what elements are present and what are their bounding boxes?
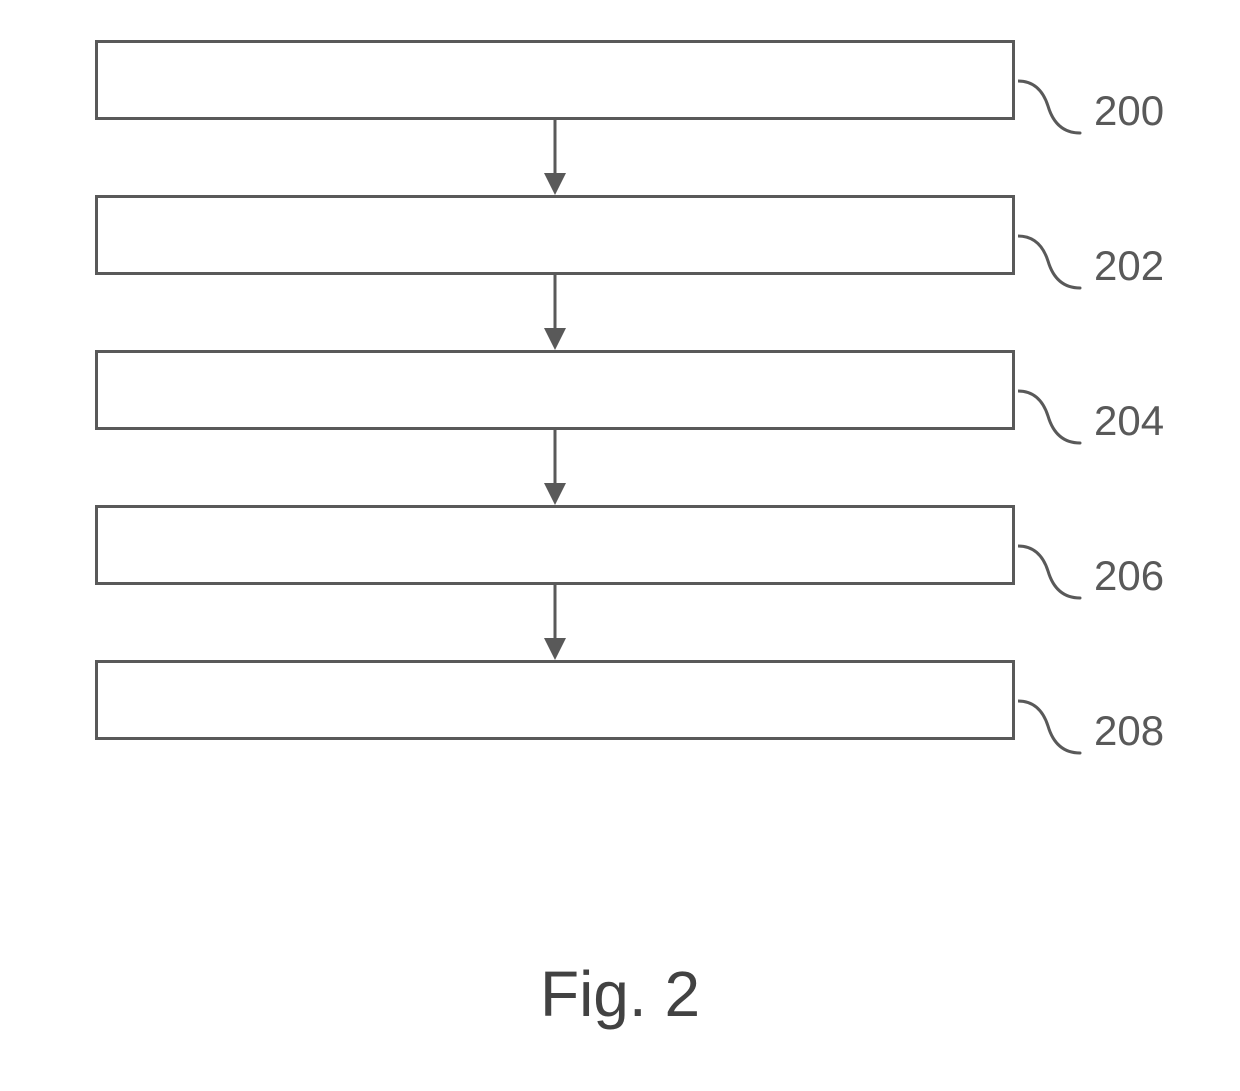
curve-connector-icon: [1018, 536, 1088, 616]
ref-label-wrap-1: 202: [1018, 226, 1218, 306]
arrow-down-icon: [535, 585, 575, 660]
flowchart-container: 200 202 204: [95, 40, 1145, 740]
ref-label-wrap-3: 206: [1018, 536, 1218, 616]
flow-box-1: 202: [95, 195, 1015, 275]
ref-label-4: 208: [1094, 707, 1164, 755]
arrow-3: [95, 585, 1015, 660]
arrow-2: [95, 430, 1015, 505]
flow-box-4: 208: [95, 660, 1015, 740]
curve-connector-icon: [1018, 71, 1088, 151]
arrow-down-icon: [535, 120, 575, 195]
ref-label-wrap-2: 204: [1018, 381, 1218, 461]
curve-connector-icon: [1018, 226, 1088, 306]
flow-box-0: 200: [95, 40, 1015, 120]
ref-label-wrap-4: 208: [1018, 691, 1218, 771]
arrow-0: [95, 120, 1015, 195]
figure-caption: Fig. 2: [0, 957, 1240, 1031]
flow-box-3: 206: [95, 505, 1015, 585]
ref-label-2: 204: [1094, 397, 1164, 445]
arrow-down-icon: [535, 430, 575, 505]
ref-label-3: 206: [1094, 552, 1164, 600]
arrow-1: [95, 275, 1015, 350]
curve-connector-icon: [1018, 691, 1088, 771]
ref-label-1: 202: [1094, 242, 1164, 290]
curve-connector-icon: [1018, 381, 1088, 461]
flow-box-2: 204: [95, 350, 1015, 430]
ref-label-wrap-0: 200: [1018, 71, 1218, 151]
ref-label-0: 200: [1094, 87, 1164, 135]
arrow-down-icon: [535, 275, 575, 350]
